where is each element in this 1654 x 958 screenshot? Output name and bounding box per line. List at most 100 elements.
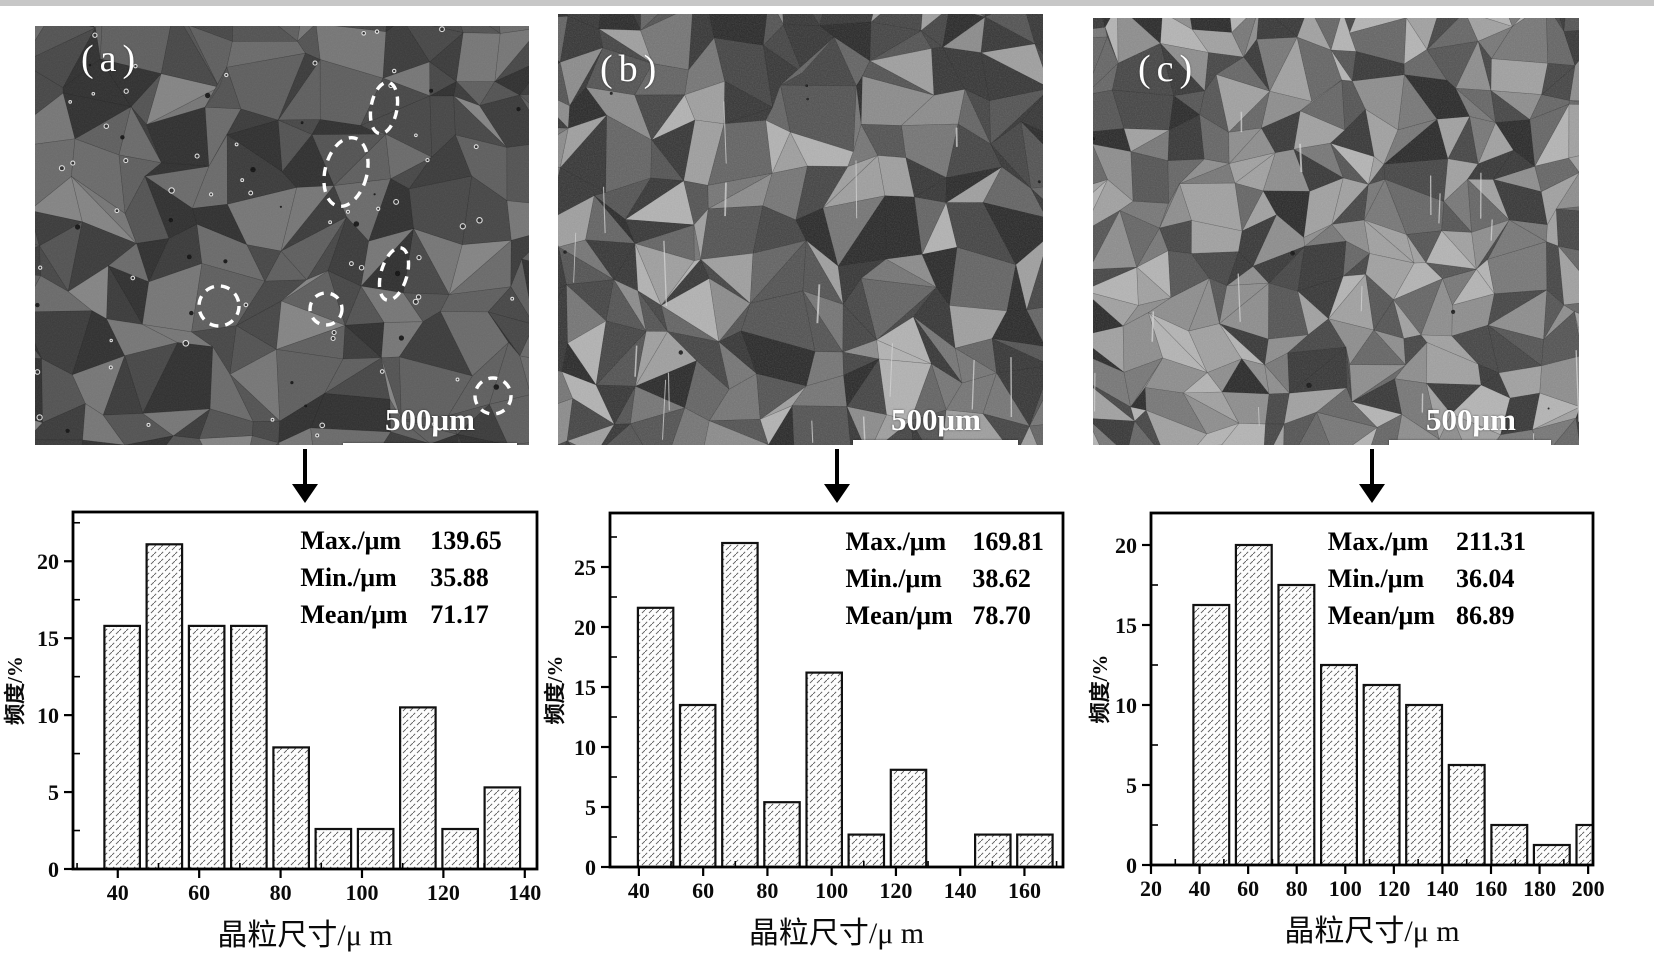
micrograph-a-image: [35, 26, 529, 445]
histogram-bar: [1532, 843, 1571, 865]
stat-value: 211.31: [1456, 527, 1526, 556]
histogram-bar: [314, 827, 353, 869]
histogram-bar: [103, 624, 142, 869]
x-tick-label: 80: [270, 880, 292, 905]
stat-label: Min./μm: [300, 563, 397, 592]
stat-label: Max./μm: [846, 527, 947, 556]
y-tick-label: 15: [574, 675, 596, 700]
histogram-bar: [636, 606, 675, 867]
dashed-ellipse-annotation: [322, 135, 370, 209]
y-tick-label: 10: [37, 703, 59, 728]
x-axis-title: 晶粒尺寸/μ m: [1284, 915, 1459, 948]
x-tick-label: 80: [756, 878, 778, 903]
histogram-bar: [272, 746, 310, 869]
y-tick-label: 10: [574, 735, 596, 760]
histogram-bar: [145, 543, 184, 869]
panel-label-c: (c): [1138, 48, 1199, 90]
down-arrow-a: [290, 449, 320, 503]
histogram-a: 40 60 80 100 120 140 0 5 10 15 20 Max./μm 139.65 Min.…: [3, 510, 541, 952]
histogram-bar: [1192, 603, 1231, 865]
x-tick-label: 120: [427, 880, 460, 905]
histogram-bar: [805, 671, 844, 867]
down-arrow-c: [1357, 449, 1387, 503]
histogram-bar: [230, 624, 268, 869]
histogram-bar: [1234, 543, 1273, 865]
histogram-bar: [1447, 763, 1486, 865]
y-tick-label: 20: [1115, 533, 1137, 558]
x-tick-label: 100: [1329, 876, 1362, 901]
scale-bar-line-c: [1389, 440, 1551, 445]
x-tick-label: 180: [1523, 876, 1556, 901]
histogram-bar: [678, 703, 717, 867]
dashed-ellipse-annotation: [308, 291, 344, 327]
histogram-bar: [356, 827, 395, 869]
histogram-bar: [399, 706, 437, 869]
micrograph-b-image: [558, 14, 1043, 445]
x-tick-label: 120: [1377, 876, 1410, 901]
dashed-ellipse-annotation: [377, 246, 411, 302]
histogram-bar: [1320, 663, 1359, 865]
scale-bar-text-a: 500μm: [385, 402, 475, 437]
y-tick-label: 5: [1126, 773, 1137, 798]
down-arrow-b: [822, 449, 852, 503]
y-axis-title: 频度/%: [1088, 655, 1112, 724]
scale-bar-line-a: [343, 443, 517, 445]
x-axis-title: 晶粒尺寸/μ m: [749, 917, 924, 950]
histogram-bar: [847, 833, 886, 867]
y-tick-label: 0: [585, 855, 596, 880]
micrograph-a: (a) 500μm: [35, 26, 529, 445]
stat-value: 35.88: [430, 563, 489, 592]
histogram-bar: [1016, 833, 1054, 867]
stat-value: 38.62: [972, 564, 1031, 593]
stat-value: 36.04: [1456, 564, 1515, 593]
histogram-bar: [721, 541, 759, 867]
micrograph-c: (c) 500μm: [1093, 18, 1579, 445]
x-tick-label: 160: [1008, 878, 1041, 903]
y-tick-label: 5: [585, 795, 596, 820]
x-tick-label: 20: [1140, 876, 1162, 901]
panel-label-a: (a): [81, 38, 142, 80]
y-tick-label: 25: [574, 555, 596, 580]
scale-bar-text-b: 500μm: [891, 402, 981, 437]
x-tick-label: 140: [508, 880, 541, 905]
histogram-b: 40 60 80 100 120 140 160 0 5 10 15 20 25 Max./μm 169.8…: [543, 511, 1065, 950]
stat-value: 169.81: [972, 527, 1044, 556]
stat-label: Mean/μm: [846, 601, 954, 630]
y-tick-label: 15: [1115, 613, 1137, 638]
histogram-bar: [1362, 683, 1401, 865]
panel-label-b: (b): [600, 48, 663, 90]
x-tick-label: 60: [1237, 876, 1259, 901]
dashed-ellipse-annotation: [473, 376, 513, 416]
histogram-bar: [1277, 583, 1316, 865]
y-axis-title: 频度/%: [3, 656, 27, 725]
x-tick-label: 140: [944, 878, 977, 903]
micrograph-b: (b) 500μm: [558, 14, 1043, 445]
scale-bar-line-b: [853, 440, 1018, 445]
x-tick-label: 40: [107, 880, 129, 905]
y-tick-label: 0: [48, 857, 59, 882]
histogram-bar: [187, 624, 226, 869]
histogram-bar: [1575, 823, 1593, 865]
x-tick-label: 200: [1572, 876, 1605, 901]
stat-value: 139.65: [430, 526, 502, 555]
stat-value: 71.17: [430, 600, 489, 629]
stat-value: 78.70: [972, 601, 1031, 630]
x-tick-label: 40: [1189, 876, 1211, 901]
stat-label: Max./μm: [300, 526, 401, 555]
x-tick-label: 100: [815, 878, 848, 903]
dashed-ellipse-annotation: [368, 80, 400, 136]
x-tick-label: 100: [345, 880, 378, 905]
micrograph-c-image: [1093, 18, 1579, 445]
stat-label: Min./μm: [846, 564, 943, 593]
y-axis-title: 频度/%: [543, 656, 567, 725]
stat-label: Min./μm: [1328, 564, 1425, 593]
x-tick-label: 80: [1286, 876, 1308, 901]
page-edge-strip: [0, 0, 1654, 6]
x-tick-label: 160: [1475, 876, 1508, 901]
histogram-c: 20 40 60 80 100 120 140 160 180 200 0 5 10 15 20 Max./μ…: [1088, 511, 1605, 948]
x-tick-label: 60: [188, 880, 210, 905]
x-tick-label: 40: [628, 878, 650, 903]
histogram-bar: [763, 801, 801, 867]
histogram-bar: [441, 827, 479, 869]
